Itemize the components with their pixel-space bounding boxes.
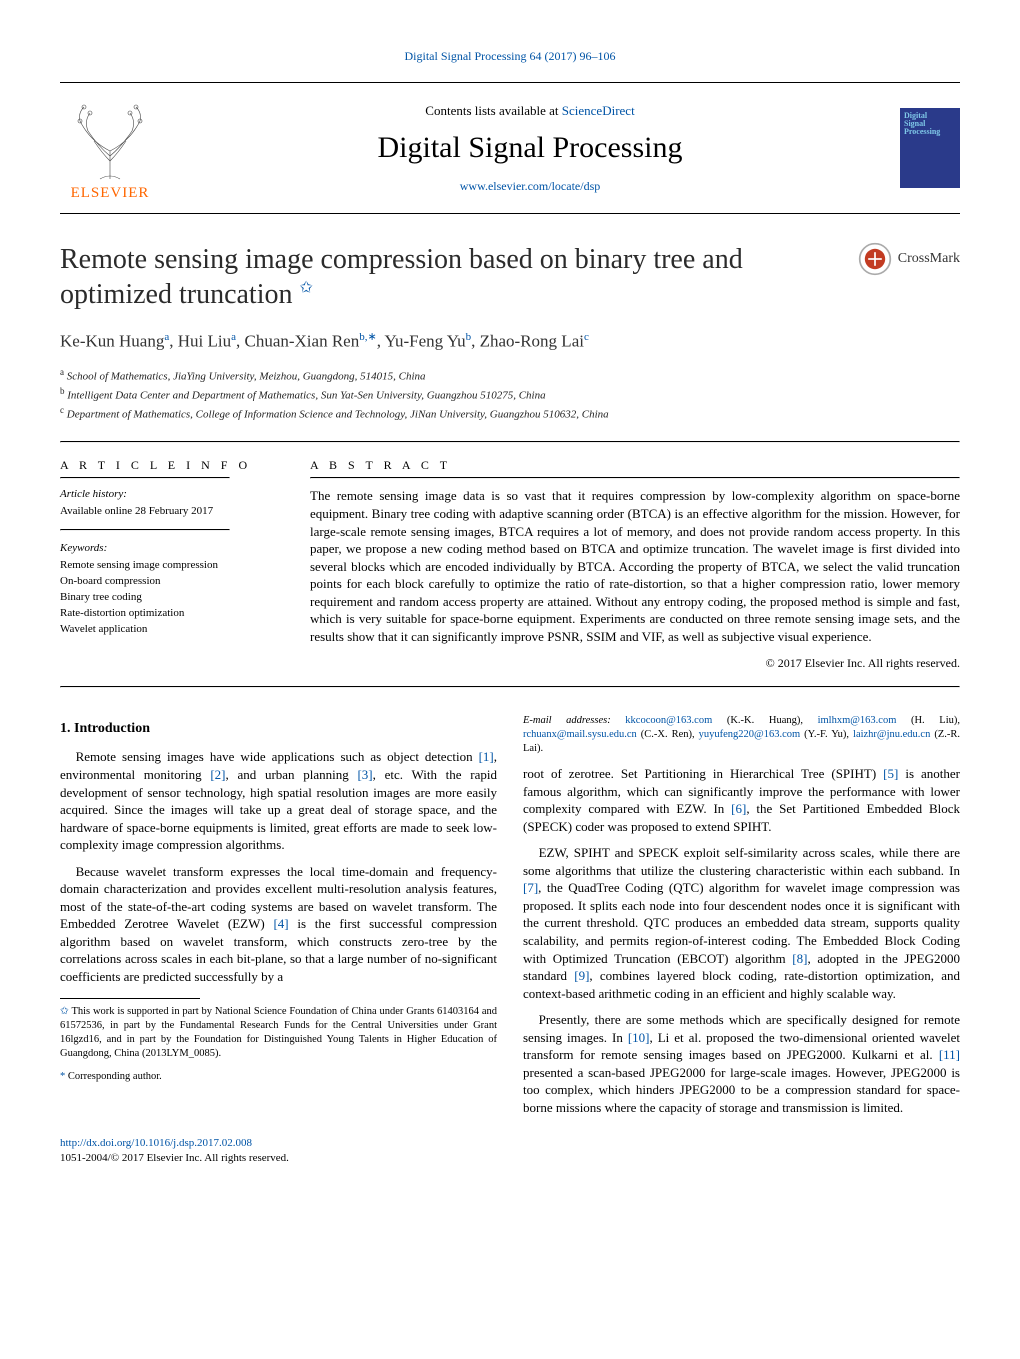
citation[interactable]: [4]: [273, 916, 288, 931]
title-row: Remote sensing image compression based o…: [60, 242, 960, 312]
article-info: A R T I C L E I N F O Article history: A…: [60, 457, 280, 671]
email-link[interactable]: imlhxm@163.com: [818, 715, 897, 726]
footnote-corresponding: * Corresponding author.: [60, 1070, 497, 1084]
contents-line: Contents lists available at ScienceDirec…: [180, 102, 880, 120]
citation[interactable]: [2]: [210, 767, 225, 782]
citation[interactable]: [10]: [628, 1030, 650, 1045]
publisher-name: ELSEVIER: [71, 183, 150, 203]
info-heading: A R T I C L E I N F O: [60, 457, 280, 473]
keyword: Remote sensing image compression: [60, 558, 280, 574]
header-journal-link[interactable]: Digital Signal Processing 64 (2017) 96–1…: [60, 48, 960, 64]
keyword: Wavelet application: [60, 622, 280, 638]
journal-name: Digital Signal Processing: [180, 128, 880, 169]
author-list: Ke-Kun Huanga, Hui Liua, Chuan-Xian Renb…: [60, 330, 960, 354]
citation[interactable]: [6]: [731, 801, 746, 816]
email-link[interactable]: yuyufeng220@163.com: [699, 729, 801, 740]
keyword: Rate-distortion optimization: [60, 606, 280, 622]
crossmark-badge[interactable]: CrossMark: [858, 242, 960, 276]
elsevier-tree-icon: [70, 101, 150, 181]
email-link[interactable]: laizhr@jnu.edu.cn: [853, 729, 930, 740]
page-footer: http://dx.doi.org/10.1016/j.dsp.2017.02.…: [60, 1136, 960, 1166]
citation[interactable]: [11]: [939, 1047, 960, 1062]
body-paragraph: root of zerotree. Set Partitioning in Hi…: [523, 765, 960, 835]
issn-line: 1051-2004/© 2017 Elsevier Inc. All right…: [60, 1151, 960, 1166]
body-paragraph: Presently, there are some methods which …: [523, 1011, 960, 1116]
citation[interactable]: [9]: [574, 968, 589, 983]
email-link[interactable]: rchuanx@mail.sysu.edu.cn: [523, 729, 637, 740]
footnote-emails: E-mail addresses: kkcocoon@163.com (K.-K…: [523, 714, 960, 757]
info-abstract-row: A R T I C L E I N F O Article history: A…: [60, 457, 960, 671]
sciencedirect-link[interactable]: ScienceDirect: [562, 103, 635, 118]
keywords-label: Keywords:: [60, 541, 280, 556]
abstract-heading: A B S T R A C T: [310, 457, 960, 473]
abstract-copyright: © 2017 Elsevier Inc. All rights reserved…: [310, 655, 960, 671]
citation[interactable]: [1]: [479, 749, 494, 764]
journal-header: ELSEVIER Contents lists available at Sci…: [60, 82, 960, 214]
affiliations: a School of Mathematics, JiaYing Univers…: [60, 366, 960, 423]
journal-cover-thumb: DigitalSignalProcessing: [900, 108, 960, 188]
history-label: Article history:: [60, 487, 280, 502]
divider: [60, 441, 960, 443]
history-text: Available online 28 February 2017: [60, 504, 280, 519]
section-heading: 1. Introduction: [60, 720, 497, 739]
footnote-rule: [60, 998, 200, 999]
journal-link-text: Digital Signal Processing 64 (2017) 96–1…: [405, 49, 616, 63]
divider: [60, 686, 960, 688]
citation[interactable]: [8]: [792, 951, 807, 966]
citation[interactable]: [3]: [357, 767, 372, 782]
crossmark-icon: [858, 242, 892, 276]
crossmark-label: CrossMark: [898, 250, 960, 269]
body-paragraph: EZW, SPIHT and SPECK exploit self-simila…: [523, 844, 960, 1002]
keyword: On-board compression: [60, 574, 280, 590]
publisher-logo: ELSEVIER: [60, 93, 160, 203]
doi-link[interactable]: http://dx.doi.org/10.1016/j.dsp.2017.02.…: [60, 1136, 960, 1151]
abstract-text: The remote sensing image data is so vast…: [310, 487, 960, 645]
cover-text: DigitalSignalProcessing: [904, 112, 956, 136]
email-link[interactable]: kkcocoon@163.com: [625, 715, 712, 726]
citation[interactable]: [7]: [523, 880, 538, 895]
journal-url[interactable]: www.elsevier.com/locate/dsp: [180, 178, 880, 194]
title-footnote-star: ✩: [300, 280, 313, 297]
body-columns: 1. Introduction Remote sensing images ha…: [60, 714, 960, 1117]
paper-title: Remote sensing image compression based o…: [60, 242, 838, 312]
citation[interactable]: [5]: [883, 766, 898, 781]
keyword: Binary tree coding: [60, 590, 280, 606]
header-center: Contents lists available at ScienceDirec…: [180, 102, 880, 194]
body-paragraph: Remote sensing images have wide applicat…: [60, 748, 497, 853]
footnote-grant: ✩ This work is supported in part by Nati…: [60, 1005, 497, 1062]
body-paragraph: Because wavelet transform expresses the …: [60, 863, 497, 986]
abstract: A B S T R A C T The remote sensing image…: [310, 457, 960, 671]
